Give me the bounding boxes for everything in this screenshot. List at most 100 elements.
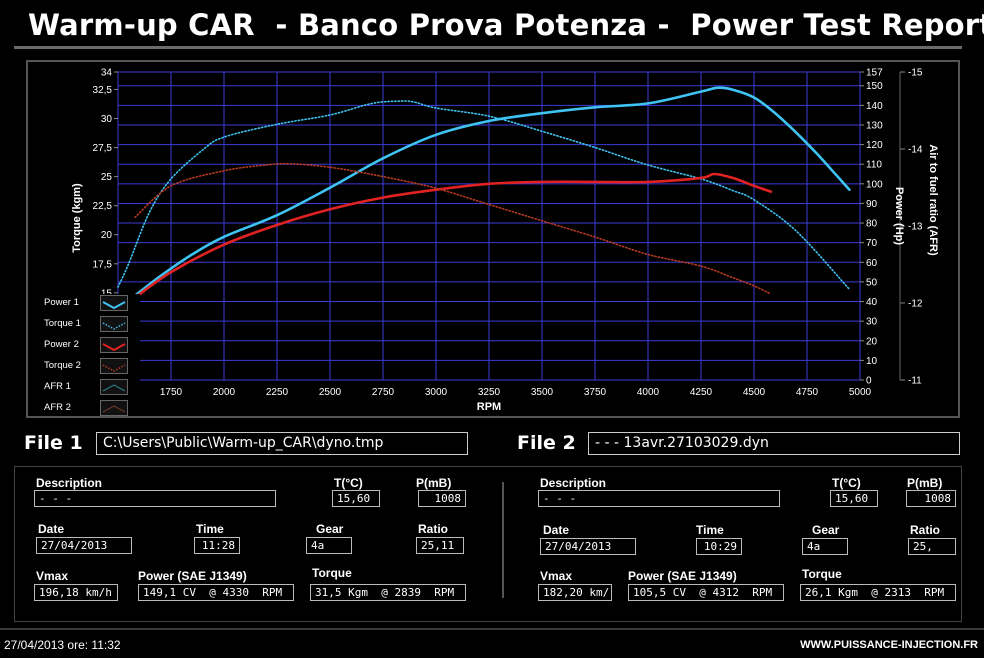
file1-power-label: Power (SAE J1349) [138, 569, 247, 583]
panel-divider [502, 482, 504, 598]
torque-tick-label: 34 [101, 68, 113, 79]
torque-tick-label: 22,5 [93, 201, 113, 212]
file2-power-field[interactable]: 105,5 CV @ 4312 RPM [628, 584, 784, 601]
y-axis-label-torque: Torque (kgm) [71, 183, 83, 253]
file1-path-field[interactable]: C:\Users\Public\Warm-up_CAR\dyno.tmp [96, 432, 468, 455]
file1-date-label: Date [38, 522, 65, 536]
file1-temp-field[interactable]: 15,60 [332, 490, 380, 507]
x-tick-label: 2500 [319, 387, 342, 398]
torque-tick-label: 32,5 [93, 85, 113, 96]
power-tick-label: 70 [866, 238, 878, 249]
power-tick-label: 50 [866, 277, 878, 288]
file2-ratio-label: Ratio [910, 523, 940, 537]
file2-vmax-field[interactable]: 182,20 km/ [538, 584, 612, 601]
power-tick-label: 60 [866, 258, 878, 269]
series-line-power-1 [133, 86, 851, 297]
legend-item-power1[interactable]: Power 1 [28, 294, 140, 314]
power-tick-label: 130 [866, 120, 883, 131]
power-tick-label: 90 [866, 199, 878, 210]
power-tick-label: 30 [866, 317, 878, 328]
power-tick-label: 0 [866, 376, 872, 387]
file2-path-field[interactable]: - - - 13avr.27103029.dyn [588, 432, 960, 455]
file1-ratio-label: Ratio [418, 522, 448, 536]
file2-time-field[interactable]: 10:29 [696, 538, 742, 555]
file1-description-field[interactable]: - - - [34, 490, 276, 507]
file2-pressure-field[interactable]: 1008 [906, 490, 956, 507]
legend-swatch-torque2 [100, 358, 128, 374]
file2-torque-label: Torque [802, 567, 842, 581]
file1-power-field[interactable]: 149,1 CV @ 4330 RPM [138, 584, 294, 601]
report-title: Warm-up CAR - Banco Prova Potenza - Powe… [28, 8, 984, 42]
footer-url: WWW.PUISSANCE-INJECTION.FR [800, 639, 978, 651]
dyno-chart-panel: 1750 2000 2250 2500 2750 3000 3250 3500 3750 4000… [26, 60, 960, 418]
file1-pressure-label: P(mB) [416, 476, 452, 490]
torque-tick-label: 15 [101, 288, 113, 299]
file2-date-field[interactable]: 27/04/2013 [540, 538, 636, 555]
legend-swatch-power1 [100, 295, 128, 311]
file1-description-label: Description [36, 476, 103, 490]
file2-power-label: Power (SAE J1349) [628, 569, 737, 583]
legend-label: Torque 1 [44, 318, 81, 329]
legend-item-power2[interactable]: Power 2 [28, 336, 140, 356]
legend-swatch-afr1 [100, 379, 128, 395]
afr-tick-label: -13 [908, 222, 923, 233]
legend-item-torque2[interactable]: Torque 2 [28, 357, 140, 377]
legend-label: Torque 2 [44, 360, 81, 371]
legend-item-torque1[interactable]: Torque 1 [28, 315, 140, 335]
file2-temp-field[interactable]: 15,60 [830, 490, 878, 507]
file2-gear-field[interactable]: 4a [802, 538, 848, 555]
file2-torque-field[interactable]: 26,1 Kgm @ 2313 RPM [800, 584, 956, 601]
file2-gear-label: Gear [812, 523, 840, 537]
series-line-power-2 [133, 172, 773, 299]
legend-label: Power 2 [44, 339, 79, 350]
file2-pressure-label: P(mB) [907, 476, 943, 490]
x-tick-label: 3750 [584, 387, 607, 398]
file1-pressure-field[interactable]: 1008 [418, 490, 466, 507]
legend-item-afr2[interactable]: AFR 2 [28, 399, 140, 419]
torque-tick-label: 30 [101, 114, 113, 125]
x-tick-label: 3500 [531, 387, 554, 398]
file1-vmax-label: Vmax [36, 569, 69, 583]
x-tick-label: 4000 [637, 387, 660, 398]
power-tick-label: 20 [866, 336, 878, 347]
file1-gear-field[interactable]: 4a [306, 537, 352, 554]
file1-torque-field[interactable]: 31,5 Kgm @ 2839 RPM [310, 584, 466, 601]
footer-datetime: 27/04/2013 ore: 11:32 [4, 638, 121, 652]
power-tick-label: 80 [866, 219, 878, 230]
x-tick-label: 2000 [213, 387, 236, 398]
legend-swatch-torque1 [100, 316, 128, 332]
x-tick-label: 2250 [266, 387, 289, 398]
series-line-torque-2 [134, 162, 772, 295]
legend-swatch-afr2 [100, 400, 128, 416]
file1-time-label: Time [196, 522, 224, 536]
x-tick-label: 5000 [849, 387, 872, 398]
legend-label: AFR 2 [44, 402, 71, 413]
power-tick-label: 10 [866, 356, 878, 367]
file1-temp-label: T(°C) [334, 476, 363, 490]
power-tick-label: 157 [866, 68, 883, 79]
afr-tick-label: -14 [908, 145, 923, 156]
power-tick-label: 40 [866, 297, 878, 308]
file1-time-field[interactable]: 11:28 [194, 537, 240, 554]
x-tick-label: 3250 [478, 387, 501, 398]
dyno-chart: 1750 2000 2250 2500 2750 3000 3250 3500 3750 4000… [71, 68, 939, 414]
x-tick-label: 4750 [796, 387, 819, 398]
legend-label: AFR 1 [44, 381, 71, 392]
file2-time-label: Time [696, 523, 724, 537]
file2-description-field[interactable]: - - - [538, 490, 780, 507]
legend-swatch-power2 [100, 337, 128, 353]
file1-gear-label: Gear [316, 522, 344, 536]
y-axis-label-afr: Air to fuel ratio (AFR) [927, 144, 939, 256]
torque-tick-label: 17,5 [93, 259, 113, 270]
file1-date-field[interactable]: 27/04/2013 [36, 537, 132, 554]
legend-label: Power 1 [44, 297, 79, 308]
power-tick-label: 100 [866, 179, 883, 190]
power-tick-label: 110 [866, 160, 882, 171]
file2-ratio-field[interactable]: 25, [908, 538, 956, 555]
legend-item-afr1[interactable]: AFR 1 [28, 378, 140, 398]
power-tick-label: 140 [866, 101, 883, 112]
file2-date-label: Date [543, 523, 570, 537]
y-axis-label-power: Power (Hp) [893, 187, 905, 245]
file1-vmax-field[interactable]: 196,18 km/h [34, 584, 118, 601]
file1-ratio-field[interactable]: 25,11 [416, 537, 464, 554]
